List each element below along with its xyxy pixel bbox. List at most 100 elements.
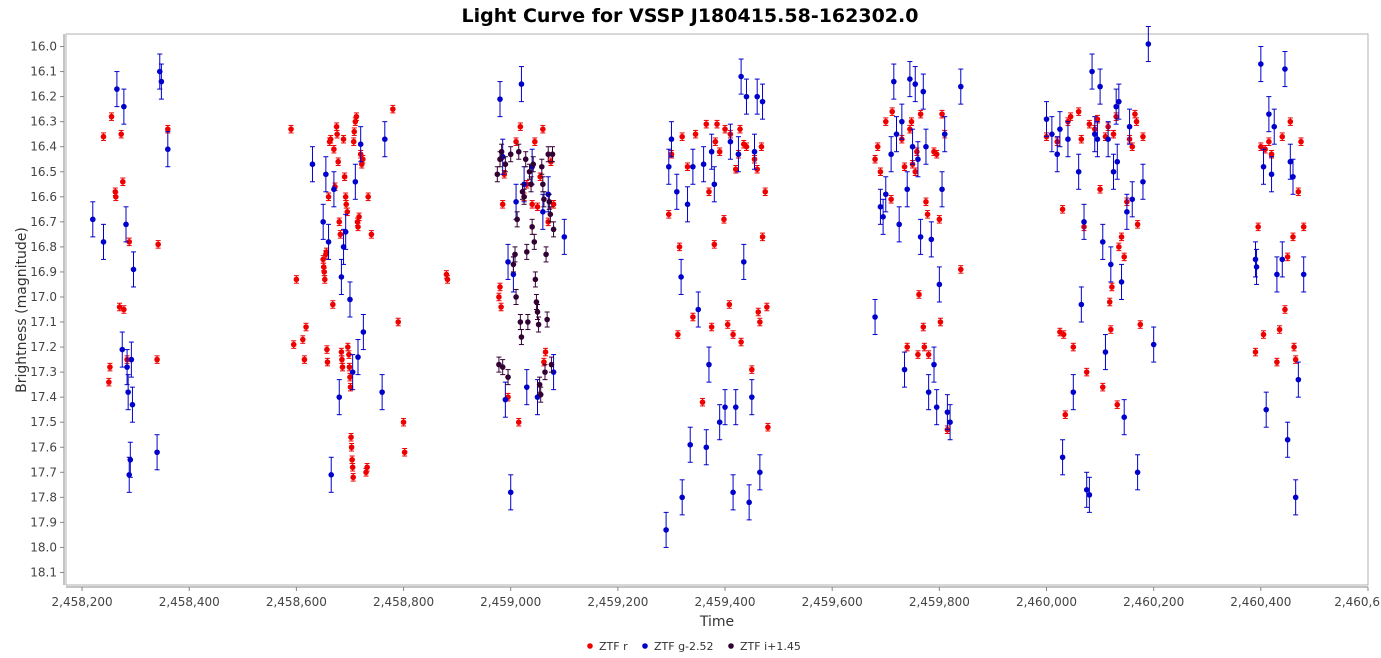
data-point [1065, 136, 1071, 142]
data-point [541, 359, 547, 365]
data-point [1099, 239, 1106, 245]
y-tick-label: 17.5 [30, 415, 57, 429]
data-point [891, 78, 897, 85]
data-point [901, 163, 908, 170]
data-point [727, 138, 734, 145]
data-point [1118, 234, 1125, 240]
data-point [882, 118, 889, 125]
y-tick-label: 16.5 [30, 165, 57, 179]
data-point [1121, 254, 1128, 260]
data-point [679, 133, 685, 140]
data-point [925, 389, 932, 395]
data-point [510, 271, 517, 278]
data-point [738, 73, 744, 80]
data-point [342, 193, 349, 200]
data-point [379, 389, 385, 395]
data-point [518, 334, 525, 340]
y-tick-label: 16.0 [30, 40, 57, 54]
data-point [130, 266, 137, 273]
data-point [912, 168, 919, 175]
x-axis-ticks: 2,458,200 2,458,400 2,458,600 2,458,800 2,45… [52, 587, 1380, 609]
data-point [904, 186, 911, 193]
data-point [395, 319, 401, 325]
data-point [924, 211, 931, 218]
data-point [499, 364, 506, 370]
data-point [331, 186, 337, 193]
data-point [939, 111, 945, 117]
data-point [1059, 454, 1066, 461]
data-point [1059, 206, 1066, 213]
data-point [1110, 168, 1117, 175]
data-point [1132, 111, 1138, 117]
data-point [1121, 414, 1128, 420]
data-point [513, 199, 519, 205]
data-point [1078, 136, 1085, 142]
data-point [536, 381, 543, 388]
data-point [513, 294, 519, 300]
data-point [155, 241, 161, 248]
data-point [726, 301, 733, 308]
data-point [349, 369, 356, 375]
x-tick-label: 2,460,000 [1016, 595, 1077, 609]
data-point [1116, 98, 1122, 105]
data-point [517, 123, 524, 130]
data-point [497, 96, 503, 102]
data-point [341, 173, 348, 180]
data-point [324, 346, 330, 353]
data-point [335, 158, 341, 165]
data-point [877, 204, 884, 210]
data-point [1290, 173, 1296, 180]
data-point [1284, 254, 1291, 260]
data-point [100, 133, 107, 140]
data-point [348, 434, 354, 441]
data-point [343, 201, 350, 208]
data-point [505, 259, 511, 265]
data-point [1263, 406, 1269, 413]
data-point [1253, 264, 1260, 270]
data-point [158, 78, 165, 85]
data-point [1043, 116, 1050, 122]
y-tick-label: 17.8 [30, 490, 57, 504]
data-point [547, 211, 554, 218]
data-point [754, 166, 760, 173]
x-tick-label: 2,458,200 [52, 595, 113, 609]
data-point [515, 419, 522, 426]
data-point [1292, 356, 1299, 363]
y-tick-label: 16.7 [30, 215, 57, 229]
data-point [112, 188, 119, 195]
data-point [1150, 341, 1157, 348]
data-point [350, 138, 357, 145]
data-point [323, 249, 330, 255]
data-point [363, 469, 369, 476]
data-point [89, 216, 96, 223]
data-point [708, 148, 715, 155]
data-point [549, 151, 556, 158]
data-point [349, 456, 355, 463]
data-point [303, 324, 309, 330]
data-point [1083, 487, 1090, 493]
data-point [1081, 219, 1087, 225]
x-tick-label: 2,460,6 [1334, 595, 1380, 609]
data-point [542, 349, 549, 355]
data-point [1057, 126, 1063, 132]
data-point [743, 143, 750, 150]
data-point [528, 181, 534, 188]
data-point [514, 216, 520, 223]
data-point [526, 168, 533, 175]
data-point [722, 126, 728, 132]
y-tick-label: 16.6 [30, 190, 57, 204]
data-point [909, 143, 916, 150]
data-point [323, 171, 329, 178]
data-point [724, 321, 731, 328]
data-point [888, 196, 894, 203]
x-tick-label: 2,460,400 [1230, 595, 1291, 609]
data-point [531, 239, 538, 245]
data-point [679, 494, 685, 501]
y-tick-label: 16.1 [30, 65, 57, 79]
data-point [327, 136, 334, 142]
data-point [126, 239, 133, 245]
x-tick-label: 2,459,000 [480, 595, 541, 609]
data-point [920, 324, 927, 330]
data-point [550, 226, 557, 233]
data-point [1094, 136, 1101, 142]
